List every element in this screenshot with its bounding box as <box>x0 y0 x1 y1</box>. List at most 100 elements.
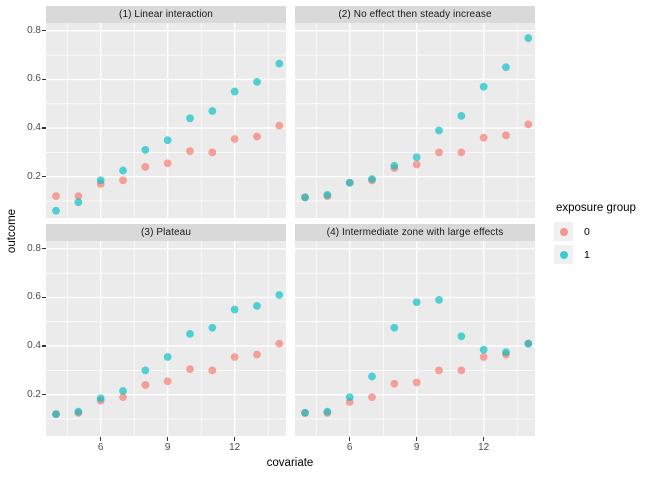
data-point-group0 <box>141 163 150 171</box>
facet-strip: (4) Intermediate zone with large effects <box>295 224 535 241</box>
legend-entry-label: 0 <box>584 225 590 238</box>
data-point-group1 <box>345 393 354 401</box>
y-tick-mark <box>42 248 46 250</box>
legend: exposure group 0 1 <box>554 202 669 268</box>
group0-dot-icon <box>559 227 568 236</box>
data-point-group1 <box>323 407 332 416</box>
facet-title: (1) Linear interaction <box>119 9 213 20</box>
data-point-group1 <box>323 191 332 199</box>
scatter-panel-2 <box>295 23 535 218</box>
group1-dot-icon <box>559 250 568 259</box>
legend-key <box>554 222 573 241</box>
panel-plot-area <box>295 241 535 436</box>
data-point-group0 <box>479 353 488 361</box>
data-point-group1 <box>368 372 376 381</box>
y-tick-label: 0.2 <box>27 170 41 182</box>
y-tick-label: 0.4 <box>27 340 41 352</box>
data-point-group0 <box>52 192 60 201</box>
y-tick-mark <box>42 176 46 178</box>
data-point-group1 <box>457 332 466 341</box>
facet-title: (4) Intermediate zone with large effects <box>326 227 504 238</box>
data-point-group1 <box>435 295 443 304</box>
x-tick-label: 12 <box>229 442 241 453</box>
data-point-group0 <box>186 147 194 156</box>
data-point-group1 <box>275 291 284 299</box>
data-point-group0 <box>479 133 488 142</box>
legend-key <box>554 245 573 264</box>
data-point-group1 <box>275 59 284 68</box>
scatter-panel-4 <box>295 241 535 436</box>
data-point-group0 <box>502 131 510 140</box>
legend-entry-0: 0 <box>554 222 669 241</box>
data-point-group0 <box>141 381 150 389</box>
x-tick-mark <box>483 436 485 441</box>
data-point-group1 <box>301 409 309 417</box>
data-point-group1 <box>74 198 83 207</box>
data-point-group1 <box>412 153 421 162</box>
data-point-group0 <box>230 353 239 361</box>
data-point-group0 <box>119 393 127 401</box>
data-point-group0 <box>119 176 127 185</box>
data-point-group0 <box>368 393 376 401</box>
data-point-group1 <box>186 114 194 123</box>
x-tick-label: 12 <box>478 442 490 453</box>
y-axis-title: outcome <box>6 208 18 254</box>
x-tick-label: 9 <box>164 442 171 453</box>
y-tick-mark <box>42 78 46 80</box>
legend-title: exposure group <box>556 202 636 214</box>
data-point-group0 <box>275 339 284 348</box>
data-point-group1 <box>524 339 533 348</box>
legend-entry-1: 1 <box>554 245 669 264</box>
y-tick-mark <box>42 296 46 298</box>
data-point-group0 <box>163 377 172 386</box>
y-tick-label: 0.6 <box>27 73 41 85</box>
data-point-group1 <box>253 77 261 86</box>
y-tick-label: 0.4 <box>27 122 41 134</box>
data-point-group1 <box>502 63 510 72</box>
data-point-group0 <box>208 366 217 375</box>
data-point-group1 <box>253 302 261 310</box>
data-point-group0 <box>412 160 421 169</box>
x-axis-title: covariate <box>266 457 314 469</box>
data-point-group1 <box>96 176 105 185</box>
facet-strip: (3) Plateau <box>46 224 286 241</box>
facet-strip: (2) No effect then steady increase <box>295 6 535 23</box>
data-point-group1 <box>479 82 488 91</box>
x-tick-mark <box>167 436 169 441</box>
data-point-group1 <box>163 353 172 361</box>
data-point-group1 <box>52 410 60 419</box>
data-point-group1 <box>368 175 376 183</box>
data-point-group0 <box>253 132 261 141</box>
data-point-group1 <box>345 178 354 187</box>
x-tick-mark <box>100 436 102 441</box>
data-point-group1 <box>230 305 239 314</box>
panel-plot-area <box>46 241 286 436</box>
data-point-group1 <box>52 206 60 215</box>
data-point-group0 <box>457 148 466 157</box>
data-point-group1 <box>390 323 399 332</box>
data-point-group1 <box>479 345 488 354</box>
data-point-group0 <box>412 378 421 387</box>
data-point-group1 <box>208 323 217 332</box>
x-tick-mark <box>234 436 236 441</box>
data-point-group0 <box>524 120 533 129</box>
data-point-group0 <box>435 366 443 375</box>
data-point-group1 <box>435 126 443 135</box>
data-point-group1 <box>74 407 83 416</box>
data-point-group0 <box>163 159 172 168</box>
data-point-group1 <box>186 329 194 338</box>
data-point-group0 <box>208 148 217 157</box>
x-tick-label: 6 <box>97 442 104 453</box>
x-tick-label: 6 <box>346 442 353 453</box>
y-tick-label: 0.6 <box>27 291 41 303</box>
data-point-group1 <box>96 394 105 403</box>
data-point-group1 <box>457 111 466 120</box>
data-point-group1 <box>412 298 421 307</box>
x-tick-mark <box>416 436 418 441</box>
data-point-group1 <box>208 107 217 115</box>
data-point-group1 <box>119 166 127 175</box>
x-tick-label: 9 <box>413 442 420 453</box>
y-tick-mark <box>42 127 46 129</box>
scatter-panel-3 <box>46 241 286 436</box>
